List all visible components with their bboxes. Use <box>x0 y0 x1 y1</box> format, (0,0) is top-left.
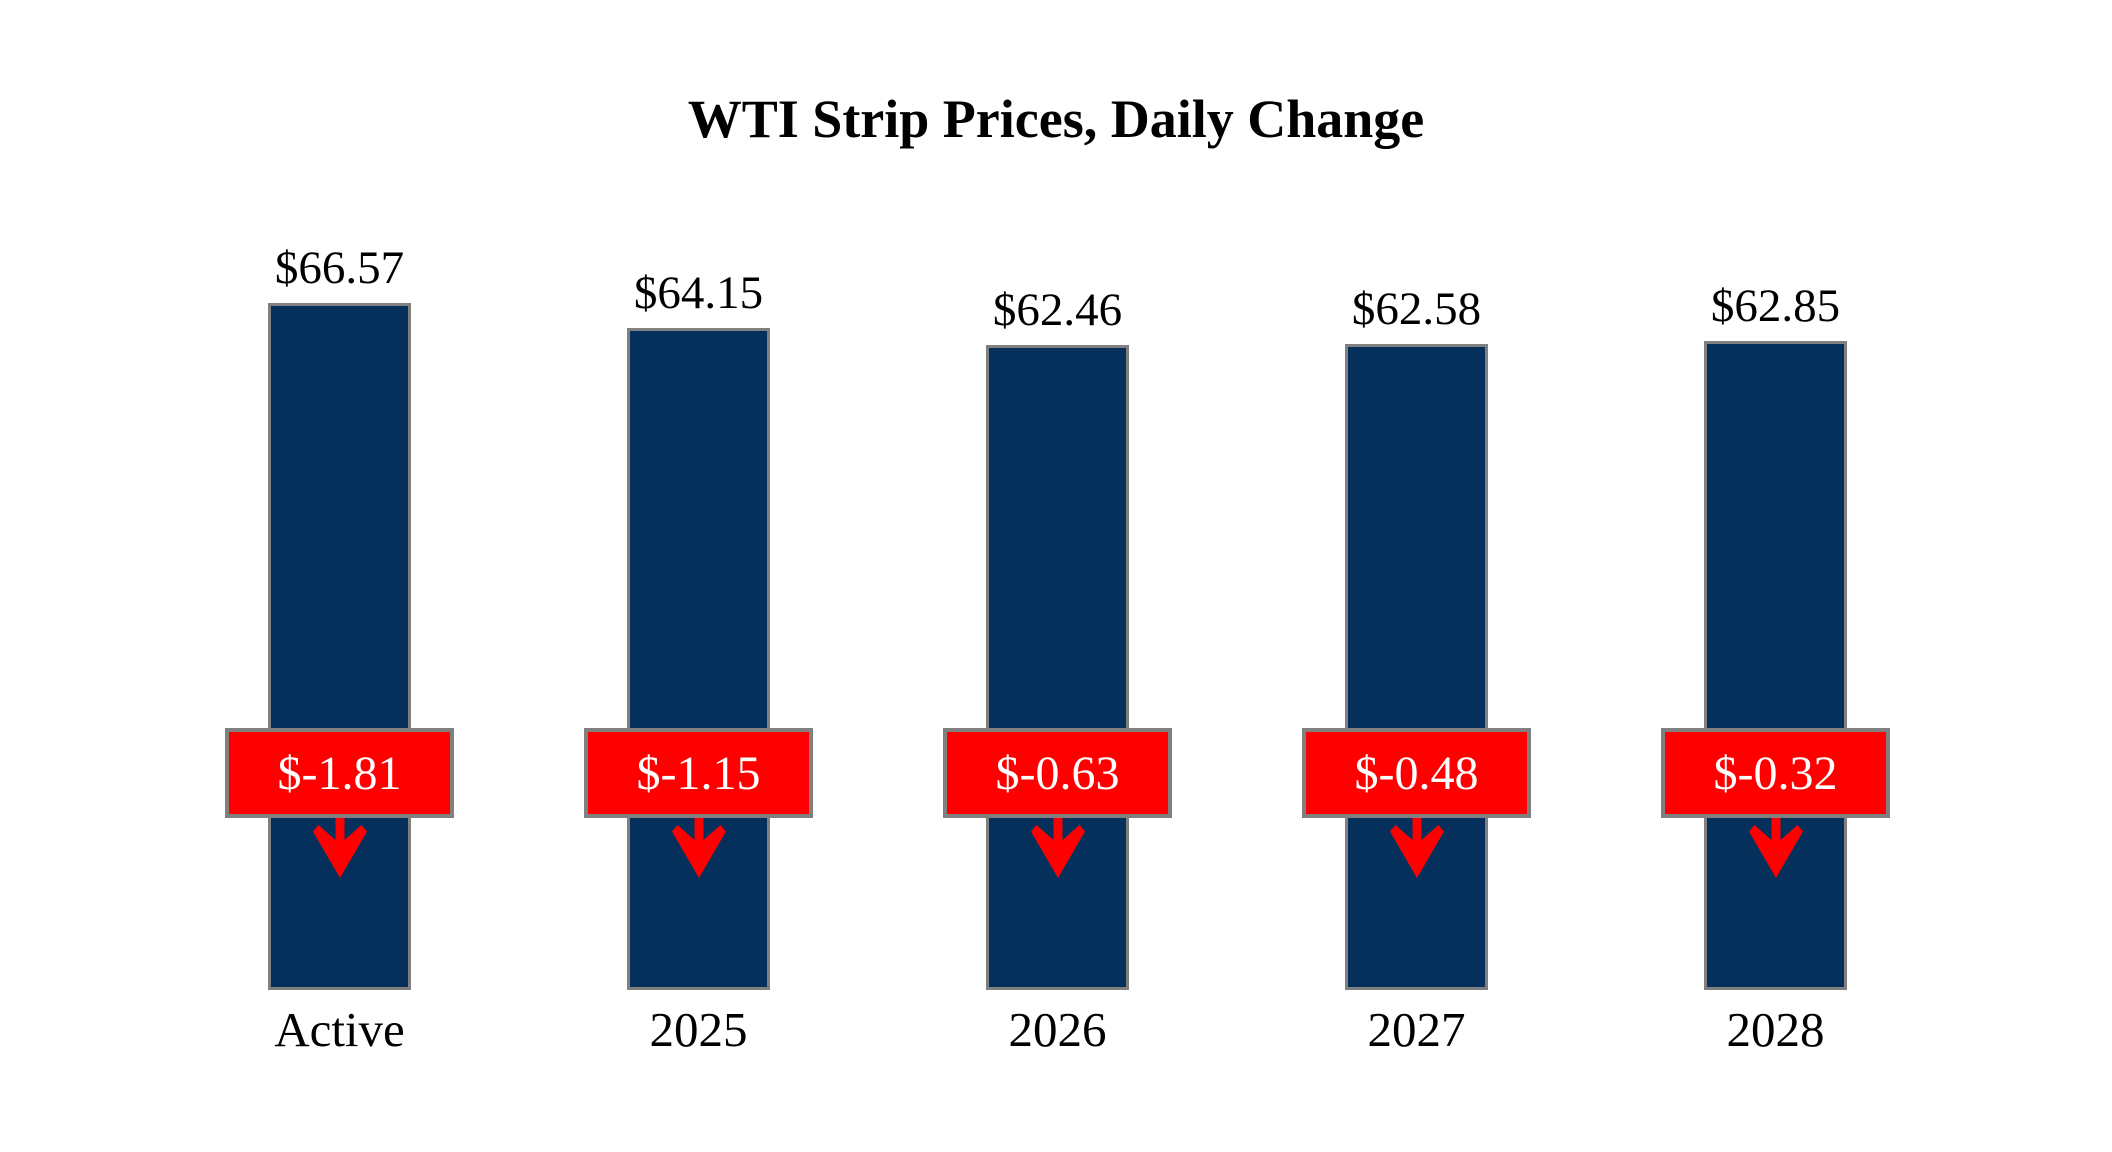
bar <box>1345 344 1488 990</box>
category-label: 2028 <box>1726 1002 1825 1057</box>
bar <box>268 303 411 990</box>
category-label: 2026 <box>1008 1002 1107 1057</box>
bar-value-label: $66.57 <box>274 242 405 294</box>
category-label: 2025 <box>649 1002 748 1057</box>
bar-value-label: $62.58 <box>1351 283 1482 336</box>
down-arrow-icon <box>671 818 726 878</box>
bar <box>1704 341 1847 990</box>
change-badge: $-0.48 <box>1302 728 1531 818</box>
bar <box>986 345 1129 990</box>
bar-value-label: $62.46 <box>992 284 1123 337</box>
down-arrow-icon <box>1389 818 1444 878</box>
bar-value-label: $64.15 <box>633 266 764 319</box>
chart-title: WTI Strip Prices, Daily Change <box>687 89 1425 149</box>
category-label: Active <box>274 1002 405 1057</box>
down-arrow-icon <box>1748 818 1803 878</box>
down-arrow-icon <box>1030 818 1085 878</box>
change-badge: $-1.81 <box>225 728 454 818</box>
category-label: 2027 <box>1367 1002 1466 1057</box>
down-arrow-icon <box>312 818 367 878</box>
change-badge: $-0.63 <box>943 728 1172 818</box>
change-badge: $-0.32 <box>1661 728 1890 818</box>
bar <box>627 327 770 990</box>
change-badge: $-1.15 <box>584 728 813 818</box>
bar-value-label: $62.85 <box>1710 280 1841 333</box>
